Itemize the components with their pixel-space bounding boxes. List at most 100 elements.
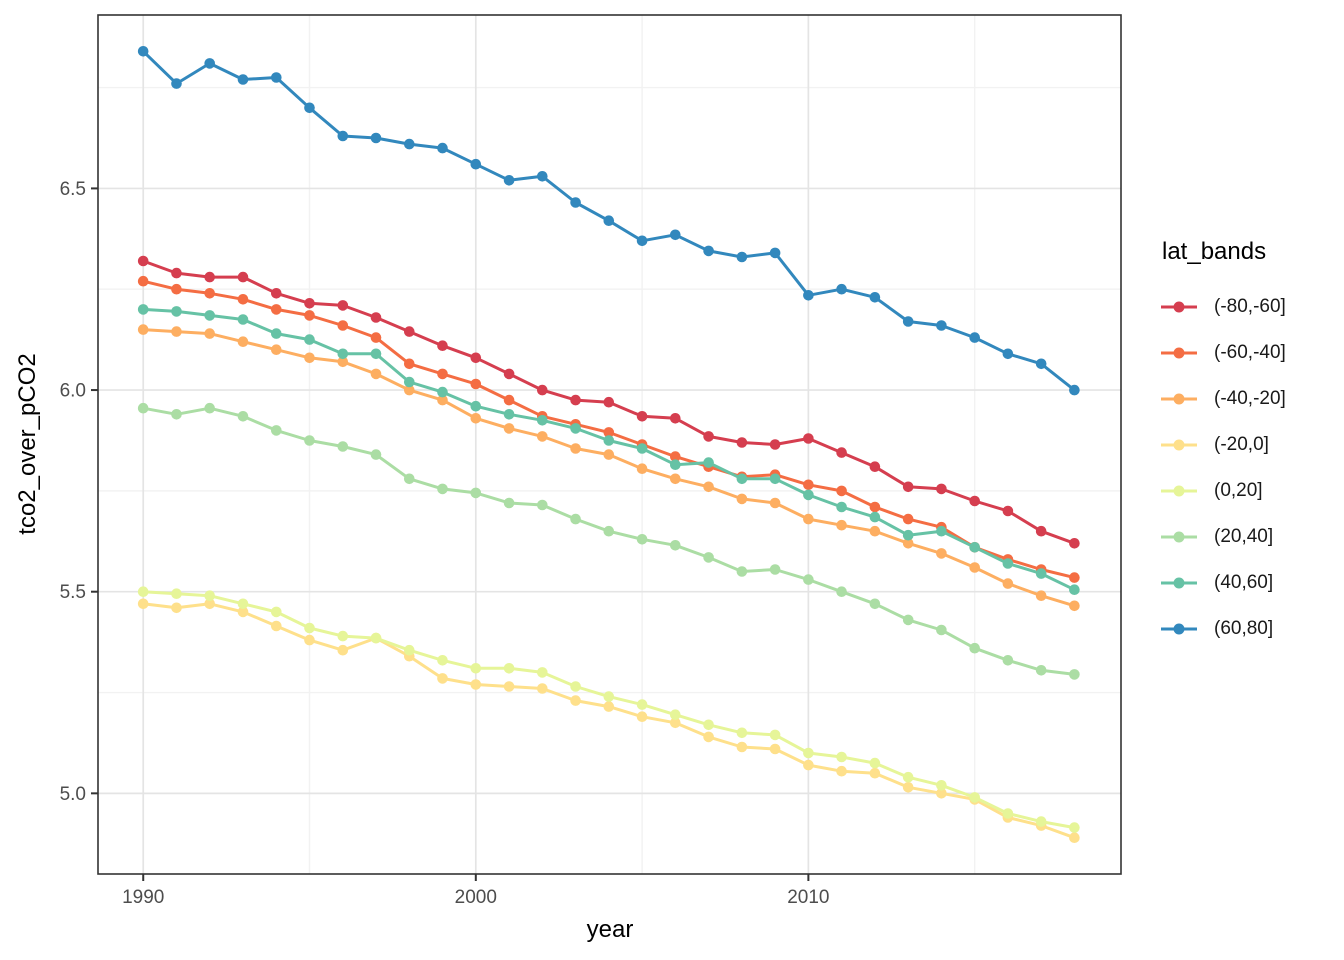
data-point — [237, 606, 249, 618]
data-point — [1069, 600, 1080, 612]
data-point — [703, 731, 714, 743]
data-point — [603, 449, 615, 460]
y-tick-label: 6.5 — [60, 179, 86, 200]
data-point — [1069, 384, 1080, 396]
data-point — [304, 435, 315, 446]
data-point — [404, 376, 415, 388]
data-point — [803, 513, 814, 525]
data-point — [503, 175, 515, 186]
legend-label: (40,60] — [1214, 572, 1274, 593]
data-point — [470, 158, 482, 170]
data-point — [936, 483, 947, 495]
data-point — [271, 425, 282, 436]
data-point — [204, 328, 215, 339]
data-point — [437, 673, 448, 684]
data-point — [171, 78, 182, 89]
data-point — [437, 394, 448, 406]
data-point — [237, 336, 249, 348]
data-point — [836, 501, 847, 513]
data-point — [636, 699, 648, 710]
data-point — [1035, 358, 1047, 370]
data-point — [304, 298, 315, 309]
y-tick-label: 5.0 — [60, 784, 86, 805]
data-point — [869, 525, 881, 537]
data-point — [969, 332, 980, 343]
data-point — [570, 695, 581, 706]
data-point — [337, 441, 349, 452]
data-point — [603, 427, 615, 438]
data-point — [537, 171, 548, 182]
data-point — [670, 229, 681, 241]
data-point — [636, 443, 648, 454]
legend-key-icon — [1161, 485, 1197, 497]
data-point — [237, 271, 249, 283]
data-point — [137, 586, 149, 597]
data-point — [271, 344, 282, 356]
data-point — [670, 473, 681, 485]
data-point — [370, 632, 382, 644]
legend-item-1: (-60,-40] — [1160, 330, 1286, 376]
data-point — [603, 701, 615, 712]
data-point — [503, 423, 515, 434]
data-point — [836, 586, 847, 597]
data-point — [137, 275, 149, 287]
y-tick-label: 5.5 — [60, 582, 86, 603]
data-point — [470, 663, 482, 674]
data-point — [204, 58, 215, 69]
data-point — [370, 312, 382, 323]
data-point — [869, 461, 881, 473]
data-point — [137, 304, 149, 315]
data-point — [869, 757, 881, 769]
legend-item-6: (40,60] — [1160, 560, 1286, 606]
data-point — [470, 487, 482, 499]
data-point — [304, 352, 315, 364]
data-point — [703, 719, 714, 731]
data-point — [503, 368, 515, 380]
legend-label: (-60,-40] — [1214, 342, 1286, 363]
data-point — [1069, 832, 1080, 843]
data-point — [836, 447, 847, 458]
data-point — [1002, 808, 1014, 819]
data-point — [171, 588, 182, 599]
data-point — [171, 306, 182, 317]
legend-key-icon — [1161, 531, 1197, 543]
data-point — [370, 132, 382, 144]
data-point — [503, 394, 515, 406]
data-point — [404, 138, 415, 150]
data-point — [337, 300, 349, 311]
data-point — [404, 326, 415, 337]
data-point — [670, 459, 681, 471]
data-point — [869, 598, 881, 610]
data-point — [137, 598, 149, 610]
data-point — [537, 667, 548, 678]
data-point — [204, 310, 215, 321]
data-point — [537, 384, 548, 396]
legend-label: (-40,-20] — [1214, 388, 1286, 409]
legend-item-4: (0,20] — [1160, 468, 1286, 514]
legend-key-icon — [1161, 577, 1197, 589]
data-point — [204, 402, 215, 414]
data-point — [271, 288, 282, 299]
data-point — [1035, 816, 1047, 827]
legend-label: (60,80] — [1214, 618, 1274, 639]
y-tick-label: 6.0 — [60, 381, 86, 402]
data-point — [1069, 584, 1080, 595]
data-point — [769, 473, 781, 485]
legend-item-0: (-80,-60] — [1160, 284, 1286, 330]
data-point — [902, 782, 914, 793]
data-point — [404, 644, 415, 656]
legend-key-icon — [1161, 623, 1197, 635]
data-point — [271, 328, 282, 339]
data-point — [570, 394, 581, 406]
data-point — [171, 602, 182, 614]
data-point — [1069, 538, 1080, 549]
data-point — [503, 497, 515, 509]
data-point — [537, 415, 548, 426]
data-point — [636, 534, 648, 545]
data-point — [736, 493, 748, 505]
data-point — [636, 411, 648, 422]
data-point — [503, 409, 515, 420]
data-point — [470, 352, 482, 364]
data-point — [803, 489, 814, 501]
